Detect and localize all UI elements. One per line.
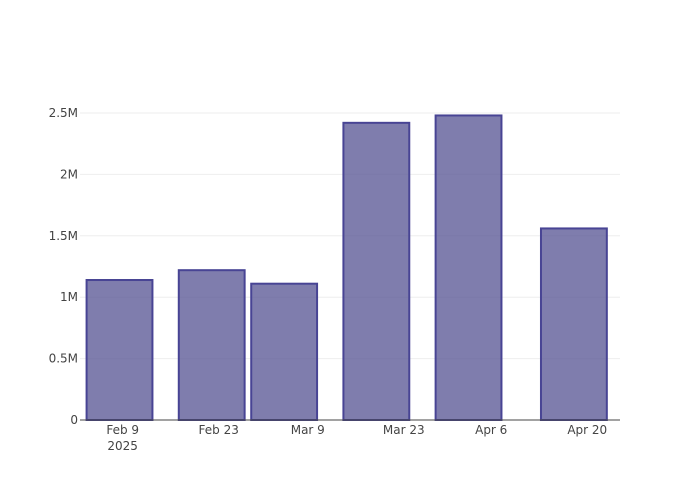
- bar-3[interactable]: [250, 282, 319, 421]
- x-tick-label: Apr 6: [475, 423, 507, 437]
- y-tick-label: 2M: [60, 167, 78, 181]
- x-tick-sublabel: 2025: [107, 439, 138, 453]
- x-tick-label: Feb 9: [106, 423, 139, 437]
- y-tick-label: 2.5M: [49, 106, 78, 120]
- bars-layer: [85, 114, 608, 422]
- x-tick-label: Mar 23: [383, 423, 425, 437]
- y-tick-label: 0.5M: [49, 352, 78, 366]
- axes-layer: 0 0.5M 1M 1.5M 2M 2.5M Feb 9 2025 Feb 23 Mar 9 Mar…: [49, 106, 620, 453]
- bar-6[interactable]: [539, 227, 608, 421]
- bar-5[interactable]: [434, 114, 503, 422]
- y-tick-label: 1.5M: [49, 229, 78, 243]
- x-tick-label: Mar 9: [291, 423, 325, 437]
- x-tick-label: Apr 20: [567, 423, 607, 437]
- y-tick-label: 1M: [60, 290, 78, 304]
- bar-2[interactable]: [177, 269, 246, 421]
- x-tick-label: Feb 23: [199, 423, 239, 437]
- bar-4[interactable]: [342, 121, 411, 421]
- bar-1[interactable]: [85, 279, 154, 421]
- y-tick-label: 0: [70, 413, 78, 427]
